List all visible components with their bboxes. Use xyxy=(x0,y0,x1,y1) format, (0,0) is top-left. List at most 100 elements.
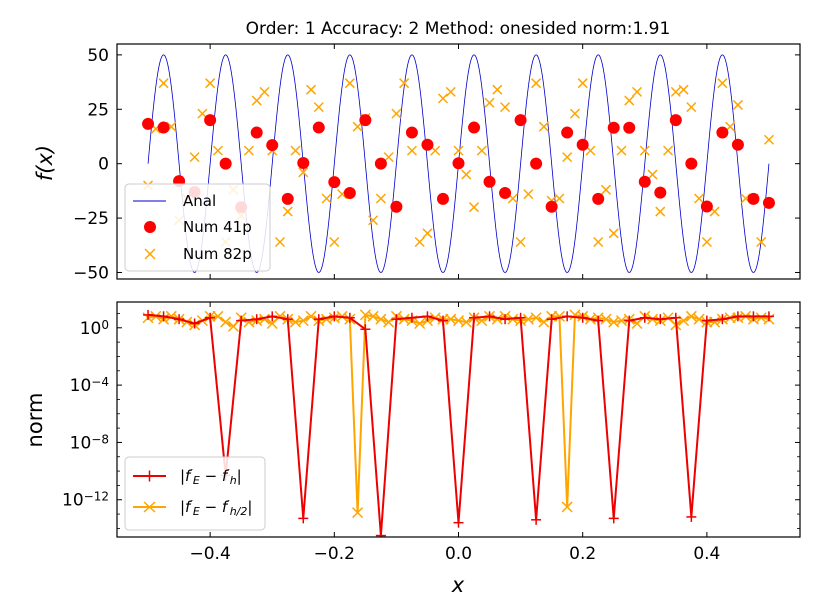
bottom-ticks: −0.4 −0.2 0.0 0.2 0.4 100 10−4 10−8 10−12 xyxy=(62,302,800,564)
num41-point xyxy=(374,157,387,170)
error-h-point xyxy=(701,315,712,326)
legend-fh-marker xyxy=(133,470,166,482)
num82-point xyxy=(717,78,728,89)
error-h-point xyxy=(763,311,774,322)
legend-num82-label: Num 82p xyxy=(183,245,252,263)
error-h-point xyxy=(639,312,650,323)
bottom-legend-box xyxy=(124,456,266,531)
num82-point xyxy=(461,169,472,180)
num82-point xyxy=(422,228,433,239)
num82-point xyxy=(189,152,200,163)
error-h-point xyxy=(174,314,185,325)
num82-point xyxy=(639,145,650,156)
num82-point xyxy=(414,236,425,248)
num41-point xyxy=(297,157,310,170)
error-h-point xyxy=(282,314,293,325)
bottom-y-tick-label: 10−8 xyxy=(70,433,109,454)
num41-point xyxy=(142,117,155,130)
num41-point xyxy=(312,121,325,134)
bottom-y-tick-label: 10−12 xyxy=(62,490,109,511)
num82-point xyxy=(492,84,503,95)
legend-fh2-label: |f′E − f′h/2| xyxy=(180,498,252,518)
num82-point xyxy=(313,102,324,113)
num82-point xyxy=(344,78,355,89)
num82-point xyxy=(274,236,286,248)
error-h2-point xyxy=(693,313,705,325)
error-h-point xyxy=(205,312,216,323)
legend-fh2-marker xyxy=(133,501,166,513)
num82-point xyxy=(523,189,534,200)
num41-point xyxy=(281,192,294,205)
num41-point xyxy=(607,121,620,134)
top-y-axis-label: f(x) xyxy=(33,145,57,181)
legend-num41-marker xyxy=(144,221,156,233)
error-h-point xyxy=(593,315,604,326)
legend-anal-label: Anal xyxy=(183,192,216,210)
legend-num41-label: Num 41p xyxy=(183,218,252,236)
num41-point xyxy=(669,114,682,127)
error-h-point xyxy=(375,530,386,537)
num82-point xyxy=(453,145,464,156)
error-h2-point xyxy=(685,310,697,322)
chart-title: Order: 1 Accuracy: 2 Method: onesided no… xyxy=(246,19,671,39)
num82-point xyxy=(655,206,666,217)
num82-point xyxy=(321,193,332,204)
top-plot-area xyxy=(142,54,775,273)
num82-point xyxy=(531,78,542,89)
num41-point xyxy=(700,200,713,213)
num82-point xyxy=(670,86,681,97)
num41-point xyxy=(405,126,418,139)
num41-point xyxy=(499,187,512,200)
num82-point xyxy=(468,202,480,213)
num82-point xyxy=(616,145,627,156)
error-h-point xyxy=(531,514,542,525)
error-h-point xyxy=(686,511,697,522)
error-h-point xyxy=(422,311,433,322)
num41-point xyxy=(421,138,434,151)
top-y-tick-label: −25 xyxy=(73,209,109,229)
bottom-panel: −0.4 −0.2 0.0 0.2 0.4 100 10−4 10−8 10−12 norm x… xyxy=(23,301,801,597)
top-y-tick-label: 25 xyxy=(87,100,109,120)
num82-point xyxy=(593,236,604,248)
num41-point xyxy=(638,175,651,188)
num82-point xyxy=(569,108,580,119)
num82-point xyxy=(205,78,216,89)
error-h-point xyxy=(577,312,588,323)
num41-point xyxy=(530,157,543,170)
top-panel: 50 25 0 −25 −50 f(x) Anal Num 41p Num 82p xyxy=(33,43,801,283)
num41-point xyxy=(483,175,496,188)
num41-point xyxy=(436,192,449,205)
error-h2-point xyxy=(561,501,573,513)
num82-point xyxy=(437,93,449,104)
top-y-tick-label: 0 xyxy=(98,155,109,175)
num82-point xyxy=(259,86,270,97)
error-h-point xyxy=(158,311,169,322)
num41-point xyxy=(514,114,527,127)
error-h-point xyxy=(562,311,573,322)
bottom-x-tick-label: 0.2 xyxy=(569,544,596,564)
num41-point xyxy=(654,186,667,199)
bottom-x-tick-label: −0.4 xyxy=(189,544,230,564)
error-h-point xyxy=(189,318,200,329)
error-h-point xyxy=(608,513,619,524)
num82-point xyxy=(375,193,386,204)
num82-point xyxy=(282,206,293,217)
error-h-point xyxy=(515,312,526,323)
error-h-point xyxy=(453,517,464,528)
num82-point xyxy=(298,167,309,178)
error-h-point xyxy=(624,315,635,326)
num82-point xyxy=(251,95,262,106)
top-legend: Anal Num 41p Num 82p xyxy=(124,183,271,272)
num41-point xyxy=(266,139,279,152)
num41-point xyxy=(545,200,558,213)
num82-point xyxy=(391,108,402,119)
num82-point xyxy=(663,145,674,156)
error-h2-point xyxy=(297,315,309,327)
num82-point xyxy=(515,236,526,248)
error-h2-point xyxy=(460,316,472,328)
num41-point xyxy=(685,157,698,170)
top-y-tick-label: −50 xyxy=(73,263,109,283)
num82-point xyxy=(554,193,565,204)
error-h-point xyxy=(484,311,495,322)
